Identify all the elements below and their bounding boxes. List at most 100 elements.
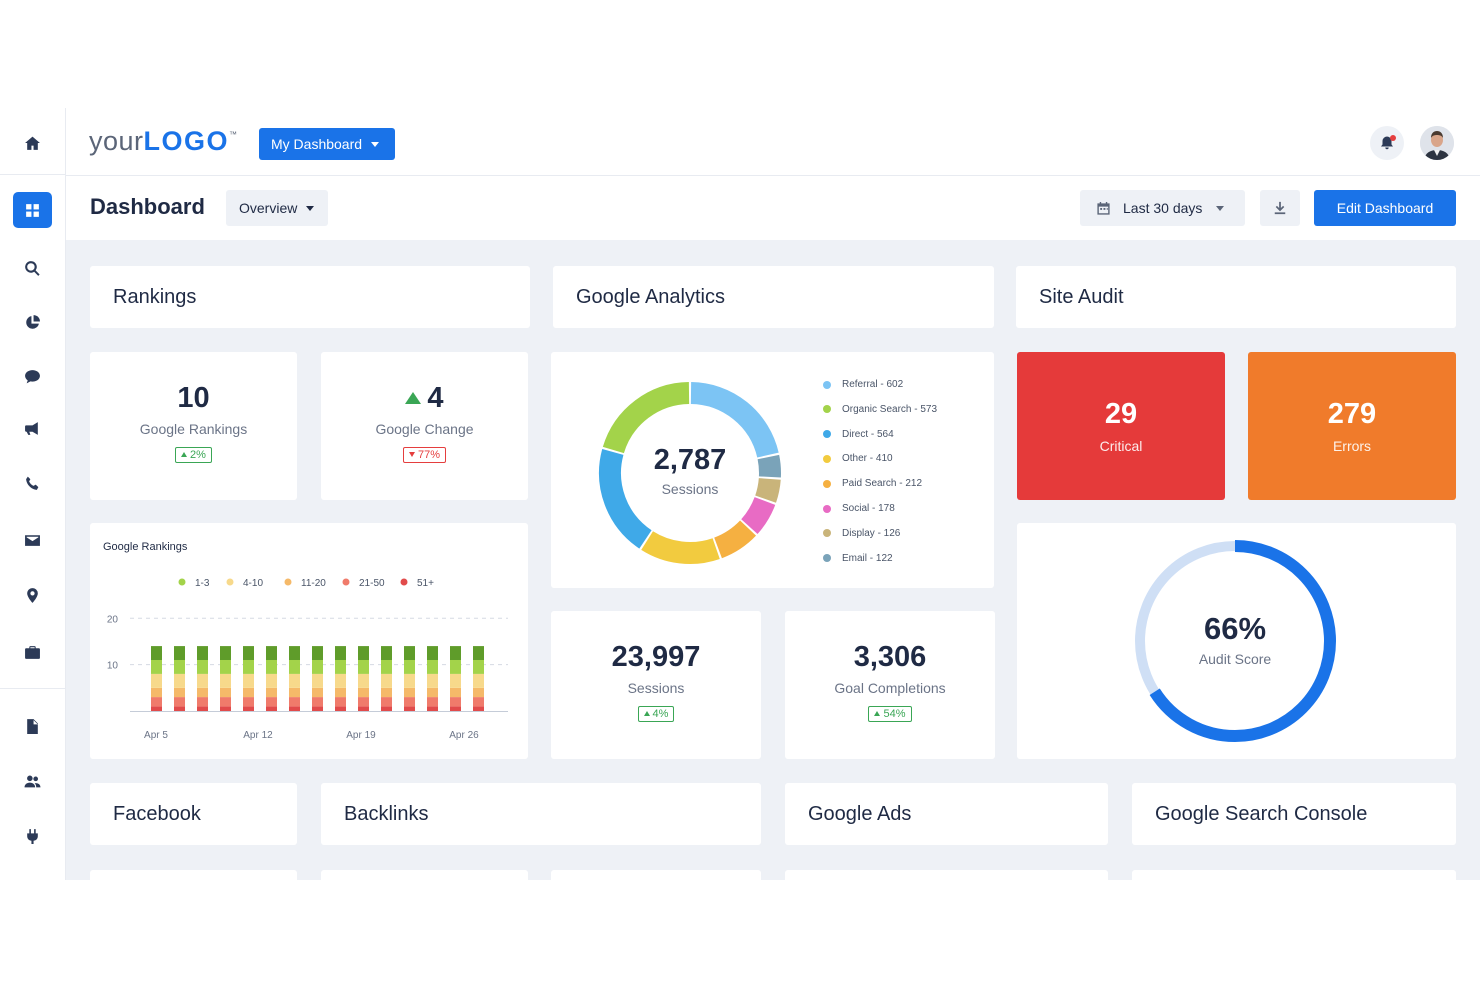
legend-swatch	[823, 529, 831, 538]
bar-segment	[427, 706, 438, 711]
sessions-card[interactable]: 23,997 Sessions 4%	[551, 611, 761, 759]
bar-segment	[427, 673, 438, 688]
bar-segment	[450, 687, 461, 698]
bar-segment	[358, 660, 369, 674]
bar-segment	[197, 660, 208, 674]
bar-segment	[473, 687, 484, 698]
bar-segment	[450, 660, 461, 674]
donut-slice-email[interactable]	[757, 454, 781, 478]
legend-swatch	[823, 504, 831, 513]
mail-icon[interactable]	[13, 522, 52, 558]
bar-segment	[450, 646, 461, 660]
bar-segment	[197, 673, 208, 688]
my-dashboard-dropdown[interactable]: My Dashboard	[259, 128, 395, 160]
x-tick-label: Apr 19	[346, 730, 376, 741]
arrow-down-icon	[408, 452, 415, 457]
edit-dashboard-button[interactable]: Edit Dashboard	[1314, 190, 1456, 226]
bar-segment	[358, 687, 369, 698]
chat-icon[interactable]	[13, 358, 52, 394]
donut-legend-item: Paid Search - 212	[823, 478, 922, 489]
google-rankings-change: 2%	[190, 449, 206, 461]
donut-legend-item: Organic Search - 573	[823, 404, 937, 415]
avatar[interactable]	[1420, 126, 1454, 160]
x-tick-label: Apr 26	[449, 730, 479, 741]
donut-legend-item: Social - 178	[823, 503, 895, 514]
donut-legend-item: Other - 410	[823, 453, 893, 464]
download-button[interactable]	[1260, 190, 1300, 226]
bar-segment	[151, 646, 162, 660]
megaphone-icon[interactable]	[13, 410, 52, 446]
brand-logo[interactable]: yourLOGO™	[89, 126, 238, 157]
legend-swatch	[823, 380, 831, 389]
overview-dropdown[interactable]: Overview	[226, 190, 328, 226]
download-icon	[1274, 201, 1286, 215]
donut-slice-referral[interactable]	[690, 382, 779, 458]
goal-completions-card[interactable]: 3,306 Goal Completions 54%	[785, 611, 995, 759]
google-rankings-label: Google Rankings	[139, 421, 248, 437]
site-audit-title: Site Audit	[1039, 286, 1124, 308]
bar-segment	[335, 706, 346, 711]
bar-segment	[404, 646, 415, 660]
bar-segment	[197, 706, 208, 711]
phone-icon[interactable]	[13, 465, 52, 501]
location-icon[interactable]	[13, 577, 52, 613]
bar-segment	[473, 660, 484, 674]
donut-slice-organic-search[interactable]	[602, 382, 690, 454]
google-change-card[interactable]: 4 Google Change 77%	[321, 352, 528, 500]
legend-swatch	[226, 578, 234, 586]
google-ads-section-header: Google Ads	[785, 783, 1108, 845]
facebook-card-partial	[90, 870, 297, 880]
users-icon[interactable]	[13, 763, 52, 799]
critical-issues-tile[interactable]: 29 Critical	[1017, 352, 1225, 500]
google-rankings-card[interactable]: 10 Google Rankings 2%	[90, 352, 297, 500]
sidebar	[0, 108, 66, 880]
search-console-card-partial	[1132, 870, 1456, 880]
bar-segment	[220, 687, 231, 698]
donut-slice-direct[interactable]	[599, 449, 652, 549]
donut-slice-display[interactable]	[755, 477, 781, 503]
google-rankings-value: 10	[177, 382, 210, 414]
donut-center: 2,787 Sessions	[590, 444, 790, 497]
bar-segment	[404, 673, 415, 688]
y-tick-label: 10	[107, 661, 119, 672]
bar-segment	[312, 706, 323, 711]
goal-completions-value: 3,306	[853, 641, 927, 673]
pie-chart-icon[interactable]	[13, 304, 52, 340]
arrow-up-icon	[874, 711, 881, 716]
bar-segment	[450, 697, 461, 707]
legend-label: Email - 122	[842, 552, 893, 564]
legend-label: Social - 178	[842, 503, 895, 514]
search-icon[interactable]	[13, 250, 52, 286]
bar-segment	[335, 660, 346, 674]
legend-label: 21-50	[359, 578, 385, 589]
search-console-title: Google Search Console	[1155, 803, 1368, 825]
bar-segment	[197, 646, 208, 660]
bar-segment	[243, 706, 254, 711]
errors-tile[interactable]: 279 Errors	[1248, 352, 1456, 500]
donut-legend-item: Referral - 602	[823, 379, 903, 390]
document-icon[interactable]	[13, 708, 52, 744]
donut-slice-paid-search[interactable]	[713, 520, 757, 559]
briefcase-icon[interactable]	[13, 634, 52, 670]
bar-segment	[197, 697, 208, 707]
legend-label: 11-20	[301, 578, 326, 589]
google-ads-title: Google Ads	[808, 803, 912, 825]
facebook-title: Facebook	[113, 803, 201, 825]
date-range-picker[interactable]: Last 30 days	[1080, 190, 1245, 226]
notifications-button[interactable]	[1370, 126, 1404, 160]
plug-icon[interactable]	[13, 818, 52, 854]
legend-swatch	[823, 479, 831, 488]
donut-slice-social[interactable]	[740, 496, 776, 534]
bar-segment	[381, 660, 392, 674]
bar-segment	[243, 687, 254, 698]
critical-label: Critical	[1099, 438, 1143, 454]
bar-segment	[266, 697, 277, 707]
sidebar-divider	[0, 174, 66, 175]
bar-segment	[404, 697, 415, 707]
donut-slice-other[interactable]	[641, 531, 720, 564]
bar-segment	[174, 706, 185, 711]
bar-segment	[358, 646, 369, 660]
home-icon[interactable]	[13, 125, 52, 161]
dashboard-icon[interactable]	[13, 192, 52, 228]
legend-label: Display - 126	[842, 527, 901, 539]
